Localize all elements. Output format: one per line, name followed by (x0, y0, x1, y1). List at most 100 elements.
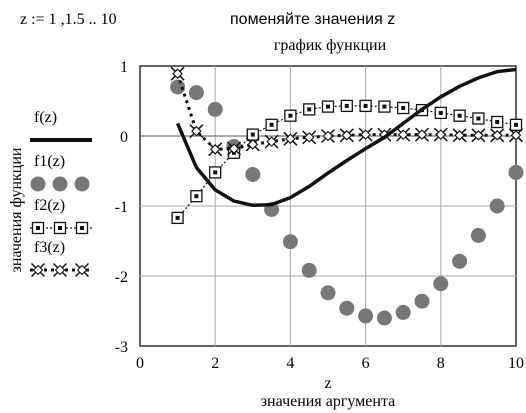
f3-point (283, 131, 298, 146)
diamond-marker (303, 132, 315, 143)
f2-point (190, 190, 203, 203)
legend-swatch-f2 (75, 221, 89, 235)
diamond-marker (228, 143, 240, 154)
f2-point (284, 109, 297, 122)
diamond-marker (491, 130, 503, 141)
x-tick-label: 10 (508, 355, 524, 372)
square-marker-core (401, 106, 406, 110)
legend-swatch-f3 (30, 262, 46, 278)
f3-point (320, 128, 336, 144)
f2-point (303, 103, 316, 116)
range-expression: z := 1 ,1.5 .. 10 (20, 11, 117, 28)
f3-point (396, 127, 411, 142)
diamond-marker (473, 130, 484, 141)
square-marker-core (307, 107, 312, 112)
square-marker-core (514, 122, 518, 127)
legend: f(z) f1(z) f2(z) f3(z) (30, 109, 92, 278)
f2-point (472, 112, 485, 125)
f2-point (265, 118, 278, 131)
legend-swatch-f1 (30, 176, 46, 192)
f2-point (509, 118, 523, 131)
legend-label: f3(z) (34, 239, 65, 256)
legend-swatch-f2 (53, 221, 67, 235)
f1-point (188, 85, 204, 101)
square-marker-core (269, 122, 274, 127)
y-tick-label: 0 (120, 129, 128, 146)
legend-label: f2(z) (34, 197, 65, 214)
f3-point (264, 134, 279, 149)
square-marker-core (250, 132, 255, 137)
diamond-marker (209, 144, 221, 155)
diamond-marker (247, 139, 259, 150)
square-marker-core (438, 110, 443, 115)
f2-point (378, 100, 391, 113)
f3-point (471, 128, 486, 143)
f3-point (302, 130, 317, 145)
square-marker-core (80, 226, 84, 230)
f2-point (171, 211, 184, 225)
x-axis-label: значения аргумента (261, 393, 396, 410)
f1-point (433, 276, 449, 292)
diamond-marker (454, 130, 465, 141)
f3-point (414, 127, 430, 142)
f3-point (490, 128, 505, 143)
f1-point (508, 164, 524, 180)
diamond-marker (341, 130, 353, 141)
f2-point (453, 109, 466, 122)
f3-point (170, 66, 185, 81)
f3-point (189, 124, 204, 139)
f1-point (358, 308, 374, 324)
diamond-marker (32, 264, 44, 276)
legend-swatch-f1 (74, 176, 90, 192)
y-tick-label: -3 (115, 339, 128, 356)
f1-point (170, 79, 186, 95)
diamond-marker (416, 129, 428, 140)
diamond-marker (510, 130, 522, 141)
diamond-marker (266, 136, 277, 147)
f-line (175, 67, 517, 208)
legend-label: f1(z) (34, 153, 65, 170)
diamond-marker (54, 264, 66, 276)
f1-point (245, 167, 261, 182)
diamond-marker (191, 125, 202, 137)
square-marker-core (194, 194, 199, 199)
square-marker-core (288, 113, 293, 118)
diamond-marker (285, 133, 296, 145)
y-axis-label: значения функции (8, 147, 25, 272)
x-axis-variable: z (324, 375, 331, 392)
f1-point (207, 101, 223, 117)
diamond-marker (397, 129, 409, 140)
f1-point (339, 300, 355, 316)
y-tick-label: -1 (115, 199, 128, 216)
square-marker-core (36, 226, 40, 230)
legend-swatch-f3 (52, 262, 68, 278)
f3-point (508, 128, 524, 143)
legend-swatch-f3 (74, 262, 90, 278)
f2-point (209, 166, 222, 179)
f3-point (433, 127, 448, 142)
f3-point (339, 128, 354, 143)
f3-point (208, 142, 223, 157)
f2-point (434, 106, 447, 120)
f1-point (301, 262, 317, 278)
f2-point (491, 115, 504, 129)
x-tick-label: 0 (136, 355, 144, 372)
diamond-marker (172, 68, 183, 79)
chart-title: график функции (274, 37, 387, 54)
square-marker-core (495, 120, 500, 124)
y-tick-label: 1 (120, 59, 128, 76)
f1-point (489, 198, 505, 214)
square-marker-core (382, 104, 387, 109)
square-marker-core (457, 113, 462, 118)
square-marker-core (476, 116, 481, 121)
square-marker-core (58, 226, 62, 230)
square-marker-core (326, 104, 330, 109)
f1-point (320, 285, 336, 301)
f2-point (321, 100, 335, 113)
square-marker-core (175, 215, 180, 220)
f2-point (246, 128, 259, 141)
series-layer (170, 66, 524, 326)
f3-point (245, 137, 260, 152)
square-marker-core (363, 103, 368, 108)
